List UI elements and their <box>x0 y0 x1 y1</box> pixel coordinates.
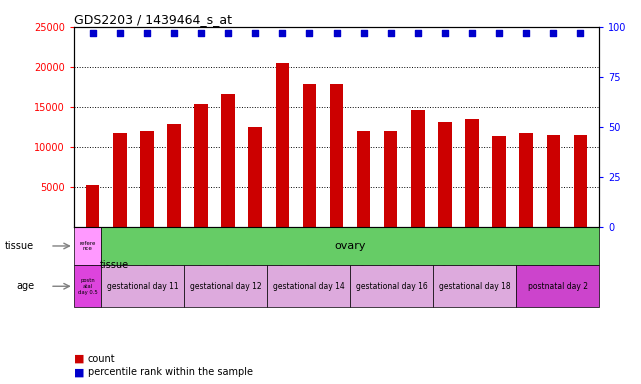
Bar <box>167 124 181 227</box>
Bar <box>547 135 560 227</box>
Bar <box>384 131 397 227</box>
Point <box>440 30 450 36</box>
Bar <box>267 265 351 307</box>
Bar <box>351 265 433 307</box>
Bar <box>74 227 101 265</box>
Point <box>277 30 287 36</box>
Bar <box>140 131 154 227</box>
Bar <box>357 131 370 227</box>
Bar <box>276 63 289 227</box>
Bar <box>519 133 533 227</box>
Point <box>250 30 260 36</box>
Bar <box>465 119 479 227</box>
Bar <box>492 136 506 227</box>
Point <box>521 30 531 36</box>
Text: tissue: tissue <box>100 260 129 270</box>
Bar <box>329 84 344 227</box>
Bar <box>433 265 517 307</box>
Text: percentile rank within the sample: percentile rank within the sample <box>88 367 253 377</box>
Bar <box>574 135 587 227</box>
Text: gestational day 18: gestational day 18 <box>439 282 511 291</box>
Text: gestational day 11: gestational day 11 <box>107 282 179 291</box>
Point <box>304 30 315 36</box>
Text: gestational day 12: gestational day 12 <box>190 282 262 291</box>
Text: gestational day 16: gestational day 16 <box>356 282 428 291</box>
Point <box>386 30 396 36</box>
Text: postn
atal
day 0.5: postn atal day 0.5 <box>78 278 97 295</box>
Bar <box>86 185 99 227</box>
Text: tissue: tissue <box>5 241 35 251</box>
Bar <box>194 104 208 227</box>
Bar <box>517 265 599 307</box>
Point <box>169 30 179 36</box>
Point <box>196 30 206 36</box>
Point <box>142 30 152 36</box>
Bar <box>101 265 185 307</box>
Point <box>467 30 477 36</box>
Bar <box>185 265 267 307</box>
Text: ■: ■ <box>74 354 84 364</box>
Bar <box>249 127 262 227</box>
Point <box>88 30 98 36</box>
Text: refere
nce: refere nce <box>79 241 96 252</box>
Bar <box>221 94 235 227</box>
Point <box>548 30 558 36</box>
Point <box>331 30 342 36</box>
Point <box>358 30 369 36</box>
Point <box>223 30 233 36</box>
Bar <box>438 122 452 227</box>
Point <box>494 30 504 36</box>
Point <box>115 30 125 36</box>
Point <box>575 30 585 36</box>
Text: count: count <box>88 354 115 364</box>
Text: age: age <box>16 281 35 291</box>
Text: GDS2203 / 1439464_s_at: GDS2203 / 1439464_s_at <box>74 13 231 26</box>
Bar <box>303 84 316 227</box>
Point <box>413 30 423 36</box>
Bar <box>74 265 101 307</box>
Text: gestational day 14: gestational day 14 <box>273 282 345 291</box>
Bar <box>113 133 126 227</box>
Text: ■: ■ <box>74 367 84 377</box>
Bar <box>411 110 424 227</box>
Text: postnatal day 2: postnatal day 2 <box>528 282 588 291</box>
Text: ovary: ovary <box>335 241 366 251</box>
